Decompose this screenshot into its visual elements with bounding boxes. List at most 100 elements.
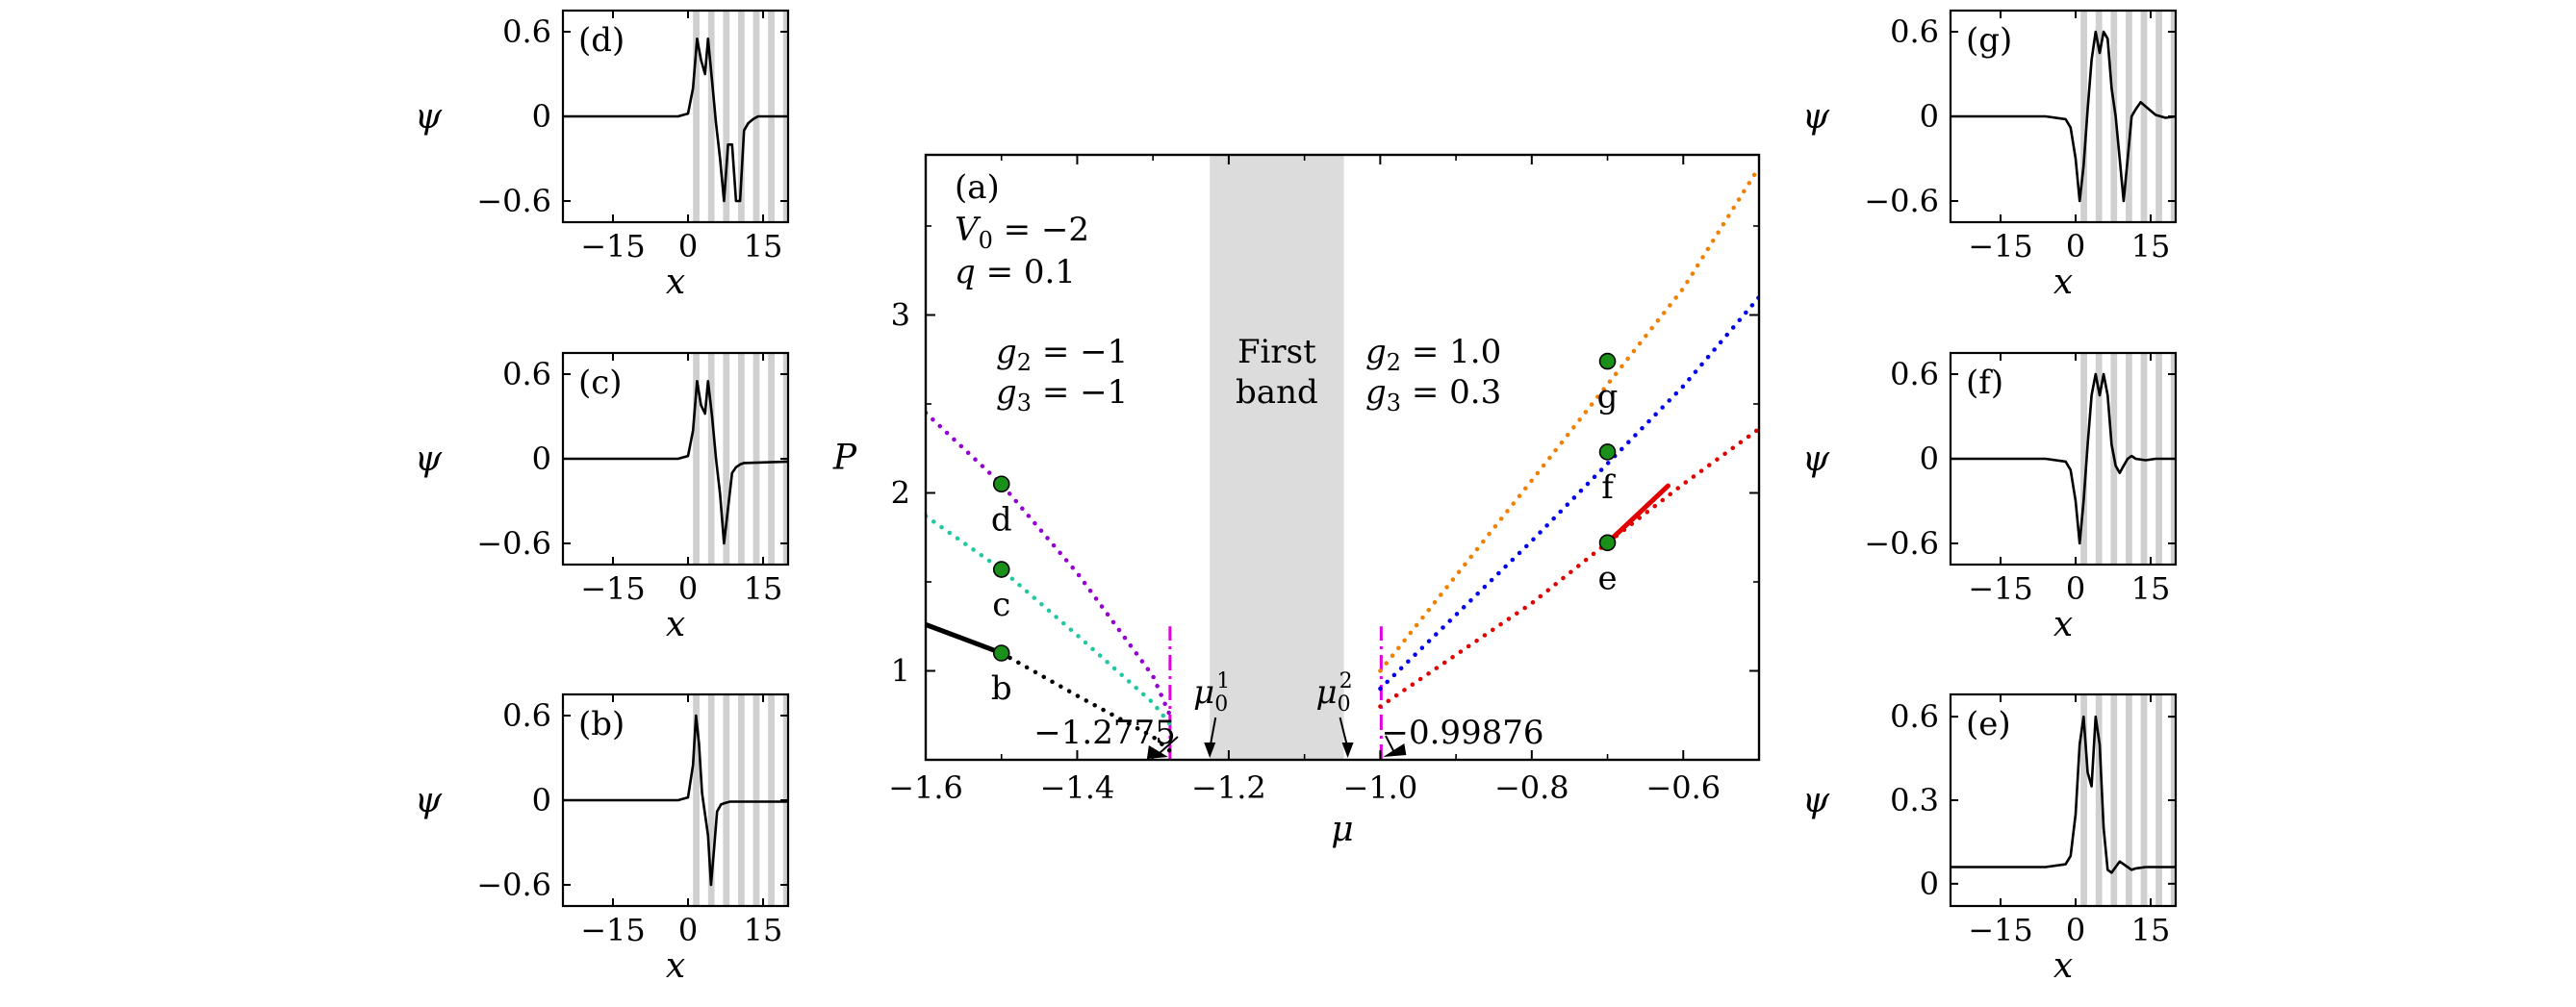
y-axis-label: P xyxy=(832,439,857,478)
x-tick-label: −1.2 xyxy=(1191,769,1266,806)
x-tick-label: 0 xyxy=(678,570,698,607)
panel-label: (e) xyxy=(1966,705,2011,743)
right-param-g3: g3 = 0.3 xyxy=(1365,373,1501,416)
right-edge-arrow xyxy=(1385,735,1396,754)
lattice-stripe xyxy=(2140,11,2148,222)
x-tick-label: 0 xyxy=(2066,228,2085,264)
plot-area xyxy=(926,155,1759,760)
first-band-region xyxy=(1210,155,1344,760)
y-tick-label: 3 xyxy=(891,297,910,334)
lattice-stripe xyxy=(723,353,730,565)
psi-curve xyxy=(563,714,788,887)
y-tick-label: −0.6 xyxy=(476,525,551,562)
lattice-stripe xyxy=(2155,694,2162,906)
x-tick-label: 0 xyxy=(678,912,698,948)
y-axis-label: ψ xyxy=(1802,97,1830,137)
series-purple-dotted xyxy=(926,410,1173,718)
x-axis-label: x xyxy=(2053,263,2073,302)
psi-curve xyxy=(1951,715,2176,874)
panel-e: −15 0 15 0 0.3 0.6 (e) x ψ xyxy=(1802,692,2178,986)
panel-label: (g) xyxy=(1966,21,2012,60)
state-point xyxy=(992,644,1010,662)
x-tick-label: −0.8 xyxy=(1494,769,1569,806)
y-tick-label: 0.6 xyxy=(1890,698,1939,735)
psi-curve xyxy=(563,38,788,203)
x-axis-label: x xyxy=(666,946,685,986)
left-edge-arrowhead xyxy=(1146,745,1168,759)
plot-frame xyxy=(924,153,1761,762)
right-edge-label: −0.99876 xyxy=(1381,714,1543,752)
x-axis-label: x xyxy=(2053,946,2073,986)
lattice-stripe xyxy=(752,353,760,565)
x-axis-label: x xyxy=(666,263,685,302)
y-tick-label: 0 xyxy=(532,441,551,477)
y-axis-label: ψ xyxy=(1802,781,1830,820)
y-axis-label: ψ xyxy=(1802,440,1830,479)
panel-f: −15 0 15 −0.6 0 0.6 (f) x ψ xyxy=(1802,351,2178,644)
y-tick-label: −0.6 xyxy=(1864,525,1939,562)
series-teal-dotted xyxy=(926,514,1173,727)
panel-label: (f) xyxy=(1966,364,2003,402)
panel-c: −15 0 15 −0.6 0 0.6 (c) x ψ xyxy=(415,351,790,644)
panel-label: (c) xyxy=(578,364,623,402)
x-tick-label: 15 xyxy=(744,570,783,607)
y-tick-label: −0.6 xyxy=(1864,183,1939,219)
x-tick-label: 15 xyxy=(2131,912,2171,948)
x-tick-label: −15 xyxy=(1968,228,2033,264)
lattice-stripe xyxy=(693,11,700,222)
state-point-label: b xyxy=(991,669,1012,708)
x-tick-label: 15 xyxy=(744,228,783,264)
state-point xyxy=(992,561,1010,578)
x-axis-label: x xyxy=(2053,605,2073,644)
mu0-arrowhead xyxy=(1341,743,1354,758)
state-point-label: c xyxy=(992,586,1010,624)
x-tick-label: −15 xyxy=(580,228,646,264)
lattice-stripe xyxy=(707,11,715,222)
x-tick-label: −15 xyxy=(1968,912,2033,948)
y-tick-label: −0.6 xyxy=(476,867,551,903)
param-v0: V0 = −2 xyxy=(955,211,1089,254)
x-tick-label: 0 xyxy=(2066,570,2085,607)
series-black-dotted xyxy=(999,650,1173,754)
lattice-stripe xyxy=(723,694,730,906)
y-axis-label: ψ xyxy=(415,440,443,479)
panel-label: (d) xyxy=(578,21,625,60)
left-edge-arrow xyxy=(1158,736,1179,755)
main-panel-a: d c b g f e −1.6 −1.4 −1.2 −1.0 −0.8 −0.6 1 2 3 μ P (a) V0… xyxy=(832,153,1761,849)
x-tick-label: 15 xyxy=(744,912,783,948)
series-blue-dotted xyxy=(1378,294,1759,692)
x-tick-label: 15 xyxy=(2131,228,2171,264)
lattice-stripe xyxy=(752,694,760,906)
lattice-stripe xyxy=(2140,694,2148,906)
right-param-g2: g2 = 1.0 xyxy=(1365,333,1501,376)
mu0-arrowhead xyxy=(1204,743,1216,758)
panel-d: −15 0 15 −0.6 0 0.6 (d) x ψ xyxy=(415,9,790,302)
panel-b: −15 0 15 −0.6 0 0.6 (b) x ψ xyxy=(415,692,790,986)
first-band-label: band xyxy=(1236,373,1318,412)
lattice-stripe xyxy=(2110,694,2118,906)
param-q: q = 0.1 xyxy=(955,253,1076,291)
y-tick-label: 0 xyxy=(1920,866,1939,902)
psi-curve xyxy=(1951,372,2176,545)
x-tick-label: −15 xyxy=(580,570,646,607)
y-tick-label: 0.6 xyxy=(502,13,551,50)
state-point-label: g xyxy=(1597,378,1619,416)
lattice-stripe xyxy=(738,694,745,906)
x-tick-label: −15 xyxy=(580,912,646,948)
panel-label: (a) xyxy=(955,168,1000,207)
x-tick-label: −1.6 xyxy=(888,769,963,806)
lattice-stripe xyxy=(2095,694,2103,906)
y-tick-label: 0.3 xyxy=(1890,782,1939,818)
state-point-label: e xyxy=(1597,559,1617,597)
y-tick-label: 0 xyxy=(1920,441,1939,477)
lattice-stripe xyxy=(693,353,700,565)
y-tick-label: 0.6 xyxy=(1890,356,1939,392)
series-black-solid xyxy=(926,621,1005,656)
series-red-dotted xyxy=(1378,426,1759,709)
y-tick-label: 0 xyxy=(1920,98,1939,135)
right-edge-arrowhead xyxy=(1383,743,1407,757)
lattice-stripe xyxy=(2080,694,2087,906)
x-tick-label: −1.4 xyxy=(1040,769,1115,806)
psi-curve xyxy=(563,380,789,545)
